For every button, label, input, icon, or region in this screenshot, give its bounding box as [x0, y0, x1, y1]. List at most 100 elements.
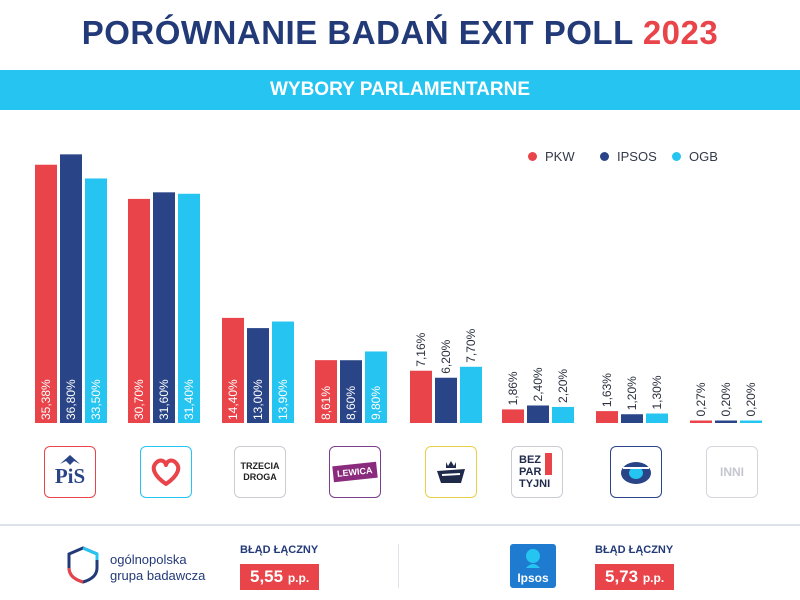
logo-bezpartyjni: BEZ PAR TYJNI	[511, 446, 563, 498]
value-label-pkw-5: 1,86%	[506, 371, 520, 405]
ogb-logo-icon	[67, 546, 99, 584]
ipsos-error-label: BŁĄD ŁĄCZNY	[595, 544, 674, 556]
pis-logo-text: PiS	[54, 464, 86, 488]
value-label-pkw-3: 8,61%	[319, 386, 333, 420]
value-label-ipsos-0: 36,80%	[64, 379, 78, 420]
legend-dot-ipsos	[600, 152, 609, 161]
bar-pkw-5	[502, 409, 524, 423]
bar-ipsos-0	[60, 154, 82, 424]
bar-ogb-2	[272, 321, 294, 423]
trzecia-line2: DROGA	[243, 472, 277, 482]
legend-label-ipsos: IPSOS	[617, 149, 657, 164]
bez-line2: PAR	[519, 466, 542, 478]
bar-ogb-1	[178, 193, 200, 423]
pjj-icon	[621, 462, 651, 484]
logo-konfederacja	[425, 446, 477, 498]
logo-trzecia-droga: TRZECIA DROGA	[234, 446, 286, 498]
bar-ipsos-7	[715, 420, 737, 423]
bar-ipsos-2	[247, 328, 269, 423]
bar-chart: 35,38% 36,80% 33,50% 30,70% 31,60% 31,40% 14,4…	[35, 154, 762, 424]
footer-separator	[398, 544, 399, 588]
title-text: PORÓWNANIE BADAŃ EXIT POLL	[81, 14, 634, 51]
bez-line1: BEZ	[519, 454, 541, 466]
value-label-ogb-4: 7,70%	[464, 328, 478, 362]
value-label-ogb-6: 1,30%	[650, 375, 664, 409]
value-label-ogb-7: 0,20%	[744, 382, 758, 416]
value-label-ipsos-4: 6,20%	[439, 339, 453, 373]
heart-icon	[151, 458, 181, 486]
legend-dot-pkw	[528, 152, 537, 161]
bar-pkw-1	[128, 198, 150, 423]
ogb-error-number: 5,55	[250, 567, 284, 586]
ipsos-error-number: 5,73	[605, 567, 639, 586]
logo-lewica: LEWICA	[329, 446, 381, 498]
ipsos-logo-text: Ipsos	[517, 571, 549, 585]
bar-ipsos-3	[340, 360, 362, 423]
ogb-name: ogólnopolska grupa badawcza	[110, 552, 205, 584]
legend-dot-ogb	[672, 152, 681, 161]
value-label-ogb-1: 31,40%	[182, 379, 196, 420]
value-label-ipsos-3: 8,60%	[344, 386, 358, 420]
legend-item-ipsos: IPSOS	[600, 149, 672, 164]
legend-label-pkw: PKW	[545, 149, 575, 164]
trzecia-line1: TRZECIA	[240, 461, 280, 471]
ogb-error-value: 5,55 p.p.	[240, 564, 320, 590]
page-title: PORÓWNANIE BADAŃ EXIT POLL 2023	[0, 14, 800, 52]
value-label-ogb-5: 2,20%	[556, 369, 570, 403]
bar-ogb-4	[460, 366, 482, 423]
value-label-pkw-4: 7,16%	[414, 332, 428, 366]
exclamation-icon	[545, 453, 552, 475]
crown-ship-icon	[437, 461, 465, 483]
value-label-pkw-2: 14,40%	[226, 379, 240, 420]
ogb-name-line2: grupa badawcza	[110, 568, 206, 583]
value-label-ipsos-2: 13,00%	[251, 379, 265, 420]
logo-pis: PiS	[44, 446, 96, 498]
value-label-ipsos-7: 0,20%	[719, 382, 733, 416]
value-label-pkw-6: 1,63%	[600, 373, 614, 407]
ipsos-error-value: 5,73 p.p.	[595, 564, 675, 590]
bar-ipsos-6	[621, 414, 643, 423]
value-label-ogb-3: 9,80%	[369, 386, 383, 420]
value-label-ipsos-5: 2,40%	[531, 367, 545, 401]
subtitle-band: WYBORY PARLAMENTARNE	[0, 70, 800, 110]
bar-pkw-4	[410, 370, 432, 423]
value-label-ogb-2: 13,90%	[276, 379, 290, 420]
value-label-pkw-0: 35,38%	[39, 379, 53, 420]
value-label-ipsos-1: 31,60%	[157, 379, 171, 420]
ipsos-head-icon	[526, 549, 540, 568]
bar-ipsos-4	[435, 377, 457, 423]
bar-ogb-6	[646, 413, 668, 423]
ogb-name-line1: ogólnopolska	[110, 552, 187, 567]
bar-ogb-5	[552, 406, 574, 423]
bar-ogb-7	[740, 420, 762, 423]
ogb-error-unit: p.p.	[287, 571, 310, 585]
legend-label-ogb: OGB	[689, 149, 718, 164]
chart-legend: PKW IPSOS OGB	[528, 149, 744, 164]
bar-ogb-3	[365, 351, 387, 423]
ogb-error-label: BŁĄD ŁĄCZNY	[240, 544, 319, 556]
footer-divider	[0, 524, 800, 526]
logo-polska-jest-jedna	[610, 446, 662, 498]
value-label-ogb-0: 33,50%	[89, 379, 103, 420]
pis-emblem: PiS	[50, 452, 90, 492]
value-label-ipsos-6: 1,20%	[625, 376, 639, 410]
bar-pkw-3	[315, 360, 337, 423]
ipsos-logo: Ipsos	[510, 544, 556, 588]
lewica-logo-text: LEWICA	[332, 461, 378, 483]
value-label-pkw-1: 30,70%	[132, 379, 146, 420]
bar-pkw-2	[222, 317, 244, 423]
bar-ipsos-1	[153, 192, 175, 423]
bar-pkw-6	[596, 411, 618, 423]
logo-ko	[140, 446, 192, 498]
logo-inni: INNI	[706, 446, 758, 498]
bar-ipsos-5	[527, 405, 549, 423]
bar-pkw-0	[35, 164, 57, 423]
eagle-icon	[60, 455, 80, 465]
value-label-pkw-7: 0,27%	[694, 382, 708, 416]
legend-item-ogb: OGB	[672, 149, 744, 164]
legend-item-pkw: PKW	[528, 149, 600, 164]
bar-pkw-7	[690, 420, 712, 423]
title-year: 2023	[642, 14, 719, 51]
bez-line3: TYJNI	[519, 478, 551, 490]
ipsos-error-unit: p.p.	[642, 571, 665, 585]
